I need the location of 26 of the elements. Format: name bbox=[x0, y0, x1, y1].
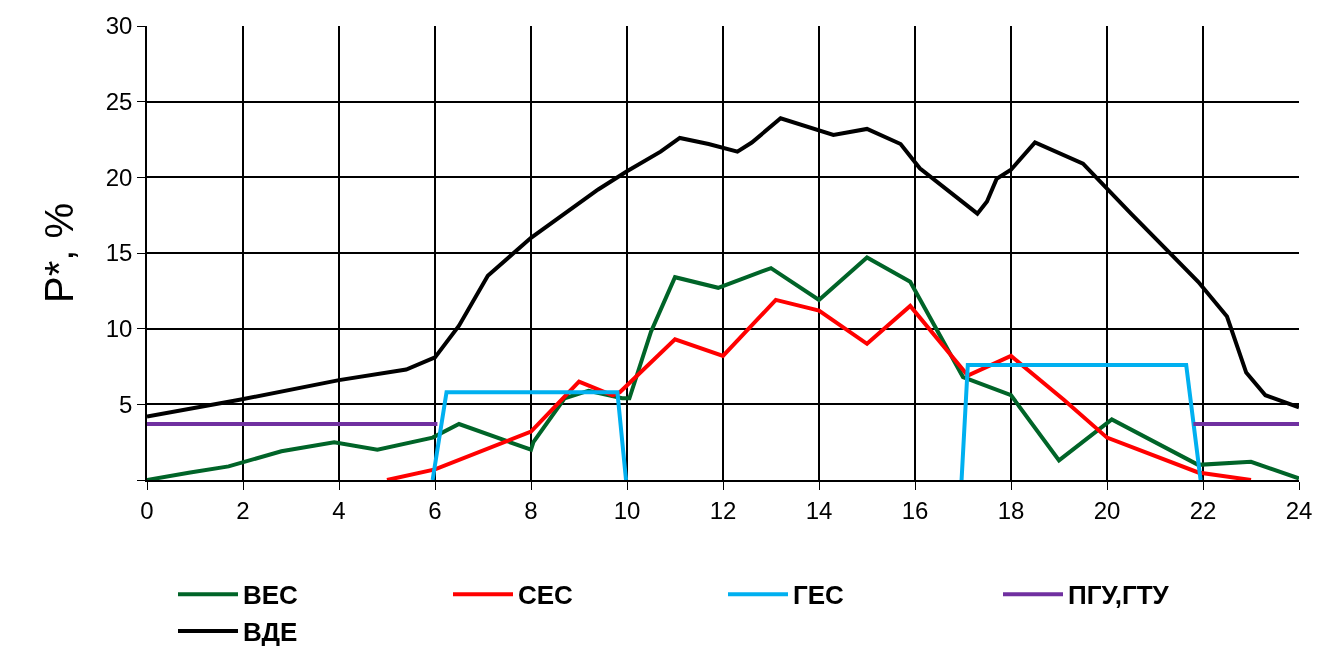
x-tick-label: 4 bbox=[332, 496, 346, 524]
x-tick-label: 18 bbox=[997, 496, 1025, 524]
x-tick-label: 2 bbox=[236, 496, 250, 524]
x-tick-label: 20 bbox=[1093, 496, 1121, 524]
y-tick-label: 5 bbox=[119, 390, 133, 418]
legend-label: СЕС bbox=[518, 580, 574, 611]
y-tick-label: 15 bbox=[105, 239, 133, 267]
y-tick-label: 25 bbox=[105, 88, 133, 116]
x-tick-label: 10 bbox=[613, 496, 641, 524]
y-axis-title: P*, % bbox=[36, 202, 81, 304]
x-tick-label: 16 bbox=[901, 496, 929, 524]
x-tick-label: 14 bbox=[805, 496, 833, 524]
x-tick-label: 0 bbox=[140, 496, 154, 524]
y-tick-label: 30 bbox=[105, 12, 133, 40]
legend-label: ВЕС bbox=[243, 580, 299, 611]
x-tick-label: 12 bbox=[709, 496, 737, 524]
legend-label: ВДЕ bbox=[243, 617, 298, 648]
x-tick-label: 22 bbox=[1189, 496, 1217, 524]
y-tick-label: 20 bbox=[105, 163, 133, 191]
legend-label: ГЕС bbox=[793, 580, 845, 611]
y-tick-label: 10 bbox=[105, 315, 133, 343]
x-tick-label: 24 bbox=[1285, 496, 1313, 524]
line-series bbox=[385, 297, 1253, 480]
x-tick-label: 6 bbox=[428, 496, 442, 524]
x-tick-label: 8 bbox=[524, 496, 538, 524]
legend-label: ПГУ,ГТУ bbox=[1068, 580, 1170, 611]
